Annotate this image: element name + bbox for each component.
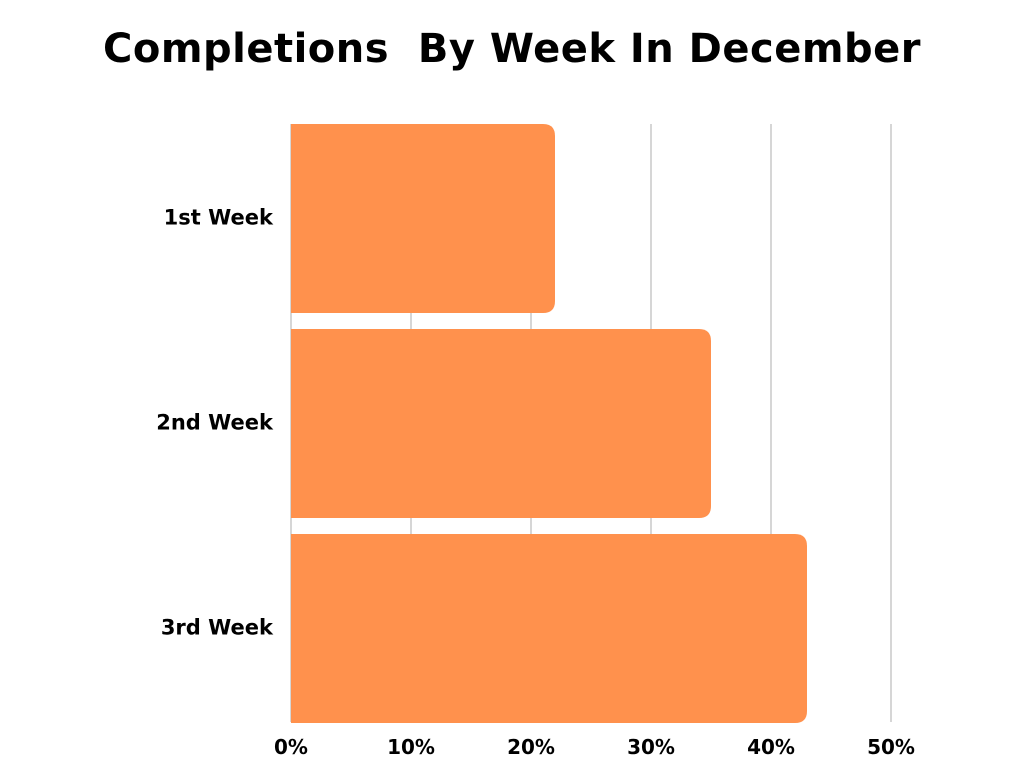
bar-1st-week [291, 124, 555, 313]
x-tick-label: 10% [387, 735, 435, 759]
x-tick-label: 20% [507, 735, 555, 759]
x-tick-label: 30% [627, 735, 675, 759]
category-label: 3rd Week [161, 616, 274, 640]
x-tick-labels: 0% 10% 20% 30% 40% 50% [274, 735, 915, 759]
category-label: 1st Week [164, 206, 274, 230]
x-tick-label: 50% [867, 735, 915, 759]
bar-2nd-week [291, 329, 711, 518]
bar-3rd-week [291, 534, 807, 723]
bars [291, 124, 807, 723]
x-tick-label: 40% [747, 735, 795, 759]
chart-title: Completions By Week In December [102, 26, 922, 72]
category-labels: 1st Week 2nd Week 3rd Week [156, 206, 274, 640]
x-tick-label: 0% [274, 735, 308, 759]
category-label: 2nd Week [156, 411, 274, 435]
